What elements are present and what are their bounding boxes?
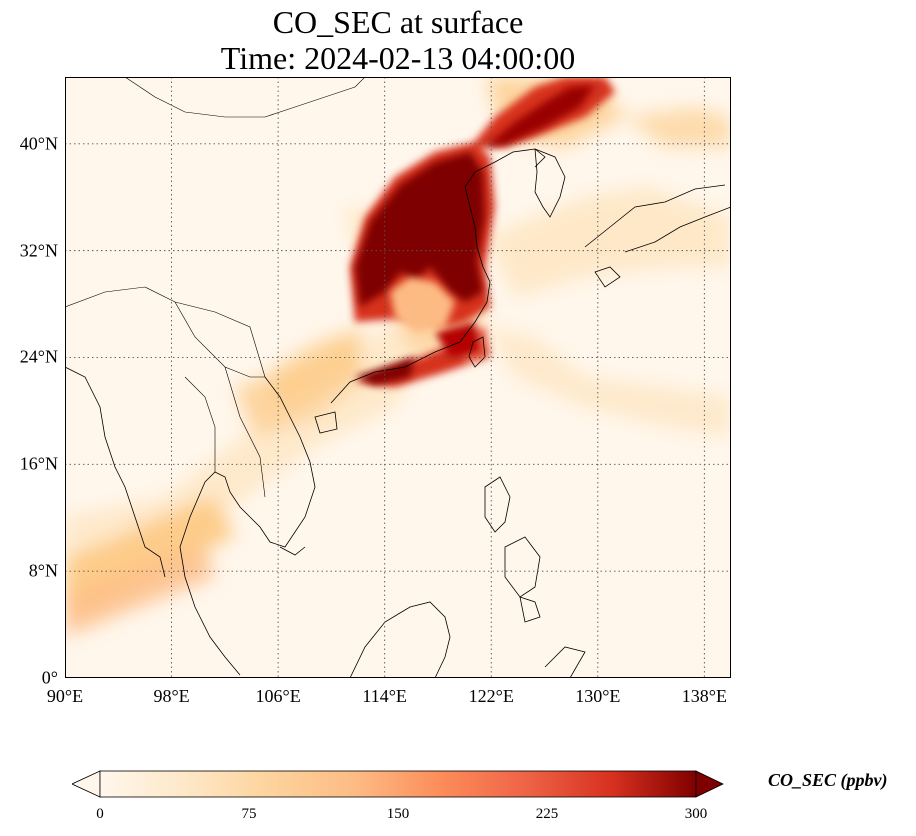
co-field-highest xyxy=(355,85,595,385)
colorbar-tick-label: 75 xyxy=(241,806,257,822)
map-canvas xyxy=(65,77,731,678)
coastlines xyxy=(65,77,731,678)
map-subtitle-time: Time: 2024-02-13 04:00:00 xyxy=(220,40,576,76)
colorbar-label: CO_SEC (ppbv) xyxy=(768,770,888,790)
map-panel xyxy=(65,77,731,678)
lat-tick-label: 0° xyxy=(41,667,58,688)
lon-tick-label: 122°E xyxy=(468,686,514,706)
colorbar-extend-min xyxy=(71,770,101,798)
colorbar-extend-max xyxy=(695,770,724,798)
lat-tick-label: 40°N xyxy=(19,133,58,154)
lon-tick-label: 90°E xyxy=(46,686,84,706)
lat-tick-label: 32°N xyxy=(19,240,58,261)
map-title: CO_SEC at surface xyxy=(272,4,524,40)
lon-tick-label: 138°E xyxy=(681,686,727,706)
lat-tick-label: 16°N xyxy=(19,453,58,474)
colorbar xyxy=(71,770,724,798)
lat-tick-label: 24°N xyxy=(19,346,58,367)
lon-tick-label: 130°E xyxy=(575,686,621,706)
gridlines xyxy=(65,77,731,678)
map-border xyxy=(65,77,731,678)
colorbar-tick-label: 0 xyxy=(96,806,104,822)
lon-tick-label: 98°E xyxy=(153,686,190,706)
colorbar-tick-label: 150 xyxy=(386,806,410,822)
lon-tick-label: 114°E xyxy=(362,686,407,706)
lat-tick-label: 8°N xyxy=(28,560,58,581)
colorbar-gradient xyxy=(99,770,697,798)
colorbar-tick-label: 300 xyxy=(684,806,708,822)
lon-tick-label: 106°E xyxy=(255,686,301,706)
colorbar-tick-label: 225 xyxy=(535,806,559,822)
